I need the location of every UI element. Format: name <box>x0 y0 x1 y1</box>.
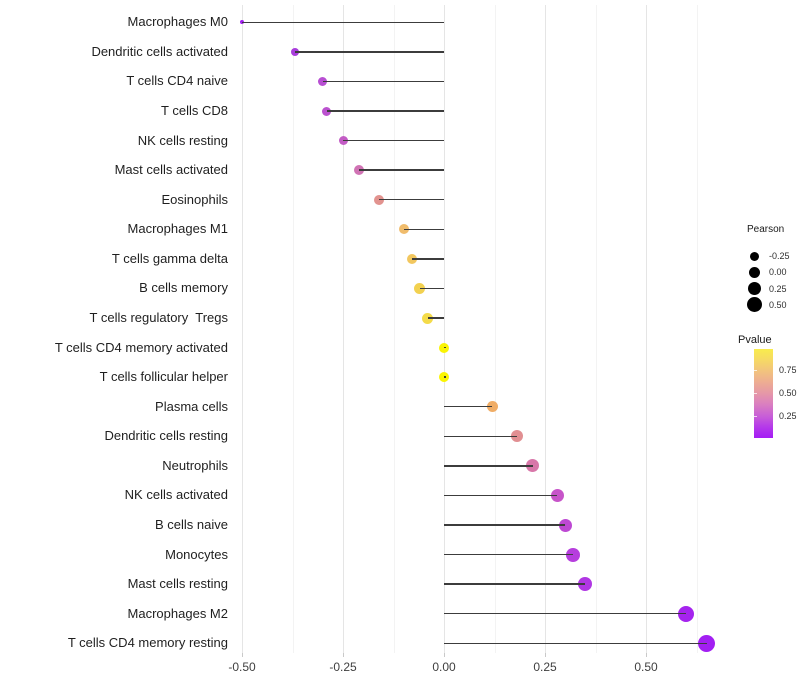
lollipop-stem <box>444 405 493 408</box>
legend-size-dot <box>747 282 761 295</box>
x-axis-tick-label: 0.00 <box>432 660 456 674</box>
y-axis-label: B cells memory <box>139 280 228 296</box>
lollipop-stem <box>326 110 444 112</box>
x-axis-tick <box>646 653 647 657</box>
y-axis-label: Monocytes <box>165 546 228 562</box>
y-axis-label: T cells CD8 <box>161 103 228 118</box>
lollipop-dot <box>550 488 564 502</box>
pvalue-gradient-bar <box>754 349 773 438</box>
y-axis-label: Dendritic cells resting <box>104 428 228 444</box>
y-axis-label: B cells naive <box>155 517 228 532</box>
lollipop-stem <box>411 258 444 260</box>
y-axis-label: NK cells resting <box>137 132 228 148</box>
x-axis-tick-label: -0.50 <box>228 660 256 674</box>
y-axis-label: Neutrophils <box>162 457 228 473</box>
gridline-major <box>343 5 344 653</box>
pvalue-tick-label: 0.75 <box>779 365 797 375</box>
y-axis-label: Eosinophils <box>161 191 229 207</box>
y-axis-label: T cells CD4 memory resting <box>67 635 228 651</box>
y-axis-label: Macrophages M0 <box>127 14 228 30</box>
gridline-minor <box>595 5 597 653</box>
legend-size-dot <box>749 251 759 261</box>
lollipop-dot <box>566 547 581 562</box>
lollipop-stem <box>444 376 446 378</box>
lollipop-stem <box>419 287 444 290</box>
legend-size-dot <box>748 266 760 278</box>
y-axis-label: NK cells activated <box>124 487 228 503</box>
pvalue-tick-label: 0.50 <box>779 388 797 398</box>
lollipop-stem <box>444 435 517 438</box>
legend-pearson-title: Pearson <box>747 224 785 235</box>
lollipop-dot <box>510 430 523 443</box>
pvalue-bar-tick <box>754 393 757 394</box>
legend-size-label: -0.25 <box>769 251 790 261</box>
lollipop-stem <box>444 494 558 497</box>
lollipop-stem <box>379 198 444 201</box>
x-axis-tick <box>242 653 243 657</box>
legend-size-dot <box>746 297 762 312</box>
y-axis-label: T cells follicular helper <box>99 369 228 385</box>
gridline-major <box>242 5 243 653</box>
lollipop-stem <box>427 317 444 319</box>
lollipop-dot <box>578 577 593 592</box>
y-axis-label: T cells regulatory Tregs <box>89 310 228 325</box>
lollipop-stem <box>444 642 707 645</box>
y-axis-label: Mast cells activated <box>114 162 228 178</box>
x-axis-tick-label: 0.25 <box>533 660 557 674</box>
pvalue-bar-tick <box>754 416 757 417</box>
gridline-minor <box>696 5 698 653</box>
lollipop-dot <box>526 459 540 473</box>
x-axis-tick-label: 0.50 <box>634 660 658 674</box>
lollipop-dot <box>698 634 716 652</box>
lollipop-stem <box>444 612 687 615</box>
lollipop-stem <box>242 21 444 24</box>
y-axis-label: T cells CD4 naive <box>126 73 228 89</box>
lollipop-stem <box>294 51 444 53</box>
legend-pvalue-title: Pvalue <box>738 334 772 346</box>
y-axis-label: T cells CD4 memory activated <box>54 339 228 355</box>
x-axis-tick <box>444 653 445 657</box>
lollipop-stem <box>444 346 446 349</box>
y-axis-label: Macrophages M2 <box>127 605 228 621</box>
x-axis-tick <box>545 653 546 657</box>
lollipop-stem <box>359 169 444 171</box>
legend-size-label: 0.25 <box>769 283 787 294</box>
lollipop-stem <box>444 583 586 585</box>
gridline-minor <box>292 5 294 653</box>
lollipop-dot <box>486 401 498 413</box>
pvalue-tick-label: 0.25 <box>779 411 797 421</box>
pvalue-bar-tick <box>754 370 757 371</box>
legend-size-label: 0.00 <box>769 267 787 277</box>
x-axis-tick-label: -0.25 <box>329 660 357 674</box>
gridline-minor <box>494 5 496 653</box>
lollipop-stem <box>322 80 444 83</box>
y-axis-label: Dendritic cells activated <box>91 43 228 59</box>
lollipop-dot <box>558 518 572 532</box>
lollipop-stem <box>444 465 533 467</box>
lollipop-dot <box>678 605 695 622</box>
y-axis-label: Plasma cells <box>155 398 228 414</box>
lollipop-stem <box>444 524 566 526</box>
y-axis-label: Macrophages M1 <box>127 221 228 237</box>
lollipop-stem <box>403 228 444 231</box>
gridline-major <box>444 5 445 653</box>
lollipop-stem <box>343 139 444 142</box>
y-axis-label: T cells gamma delta <box>111 250 228 266</box>
legend-size-label: 0.50 <box>769 299 787 310</box>
gridline-major <box>646 5 647 653</box>
x-axis-tick <box>343 653 344 657</box>
gridline-major <box>545 5 546 653</box>
lollipop-stem <box>444 553 574 556</box>
gridline-minor <box>393 5 395 653</box>
y-axis-label: Mast cells resting <box>127 576 228 592</box>
